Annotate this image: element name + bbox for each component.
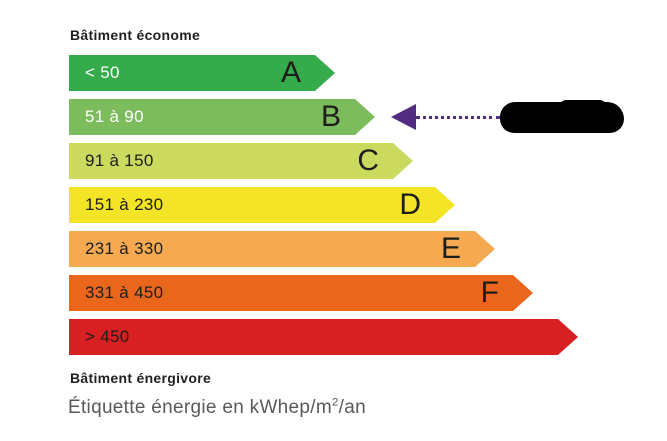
energy-scale: < 50 A 51 à 90 B 91 à 150 C 151 à 230 D …	[69, 55, 578, 355]
energy-range-label: 51 à 90	[85, 107, 144, 126]
caption-suffix: /an	[338, 397, 366, 418]
energy-class-letter: C	[357, 144, 379, 177]
energy-range-label: < 50	[85, 63, 120, 82]
energy-range-label: 151 à 230	[85, 195, 164, 214]
energy-class-bar: < 50 A	[69, 55, 335, 91]
energy-hungry-label: Bâtiment énergivore	[70, 370, 212, 386]
energy-class-letter: A	[280, 56, 301, 89]
energy-class-bar: 331 à 450 F	[69, 275, 533, 311]
energy-range-label: 331 à 450	[85, 283, 164, 302]
redacted-value-mark	[500, 99, 624, 133]
energy-class-letter: D	[399, 188, 421, 221]
dotted-leader-line	[416, 115, 500, 119]
caption: Étiquette énergie en kWhep/m2/an	[68, 397, 366, 419]
caption-superscript: 2	[332, 396, 339, 409]
caption-text: Étiquette énergie en kWhep/m	[68, 397, 332, 418]
energy-range-label: > 450	[85, 327, 130, 346]
energy-class-bar: 231 à 330 E	[69, 231, 495, 267]
energy-class-bar: 51 à 90 B	[69, 99, 375, 135]
energy-class-letter: F	[480, 276, 499, 309]
energy-range-label: 231 à 330	[85, 239, 164, 258]
energy-range-label: 91 à 150	[85, 151, 154, 170]
energy-class-letter: E	[440, 232, 461, 265]
energy-class-bar: > 450	[69, 319, 578, 355]
energy-class-bar: 91 à 150 C	[69, 143, 413, 179]
energy-class-letter: B	[320, 100, 341, 133]
left-arrow-icon	[391, 104, 416, 130]
class-indicator	[391, 99, 624, 135]
energy-class-bar: 151 à 230 D	[69, 187, 455, 223]
economy-label: Bâtiment économe	[70, 27, 201, 43]
